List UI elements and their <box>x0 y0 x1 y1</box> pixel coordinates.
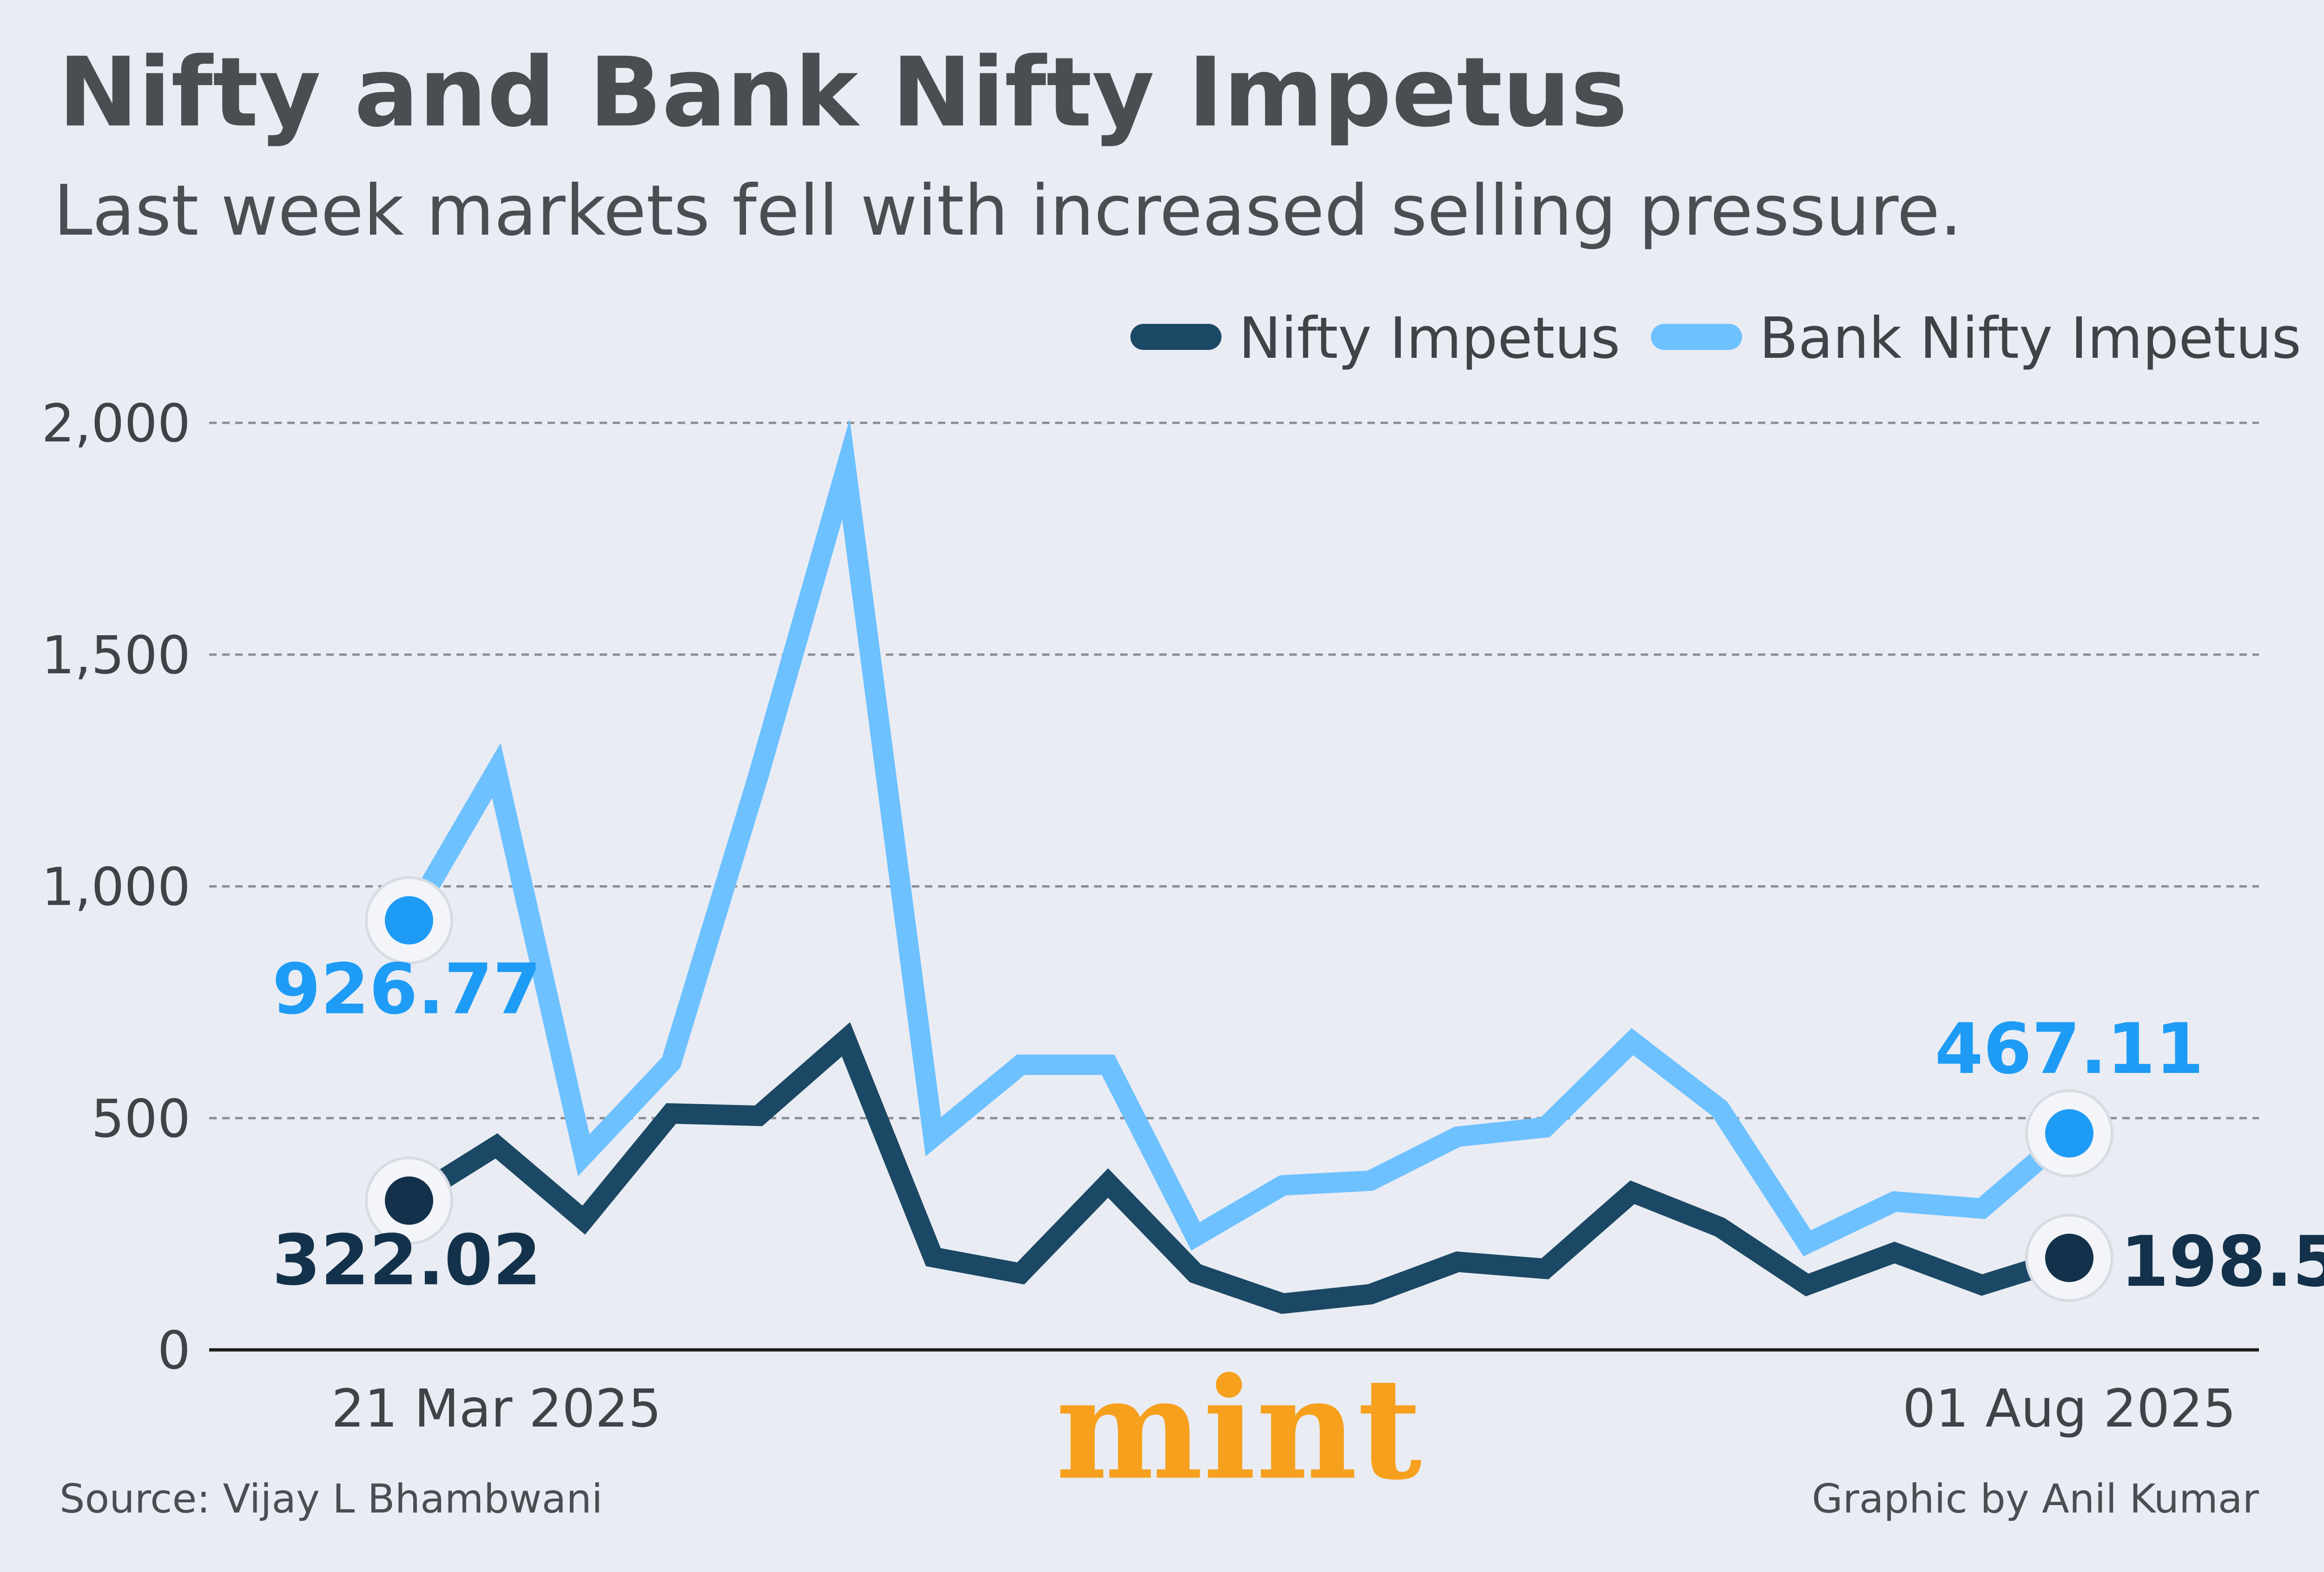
value-label-nifty: 198.54 <box>2120 1222 2324 1302</box>
chart-subtitle: Last week markets fell with increased se… <box>53 171 1962 251</box>
chart-title: Nifty and Bank Nifty Impetus <box>58 37 1628 148</box>
marker-nifty <box>2045 1233 2093 1282</box>
marker-bank-nifty <box>2045 1109 2093 1158</box>
marker-bank-nifty <box>385 896 433 945</box>
y-tick-label: 2,000 <box>41 394 191 454</box>
source-note: Source: Vijay L Bhambwani <box>59 1476 603 1522</box>
y-tick-label: 0 <box>158 1321 191 1381</box>
mint-logo: mint <box>1056 1347 1423 1511</box>
value-label-nifty: 322.02 <box>272 1220 541 1301</box>
value-label-bank-nifty: 467.11 <box>1935 1009 2204 1090</box>
marker-nifty <box>385 1176 433 1225</box>
legend-label-bank-nifty: Bank Nifty Impetus <box>1759 305 2301 371</box>
y-axis: 0 500 1,000 1,500 2,000 <box>41 394 191 1381</box>
gridlines <box>209 421 2259 1352</box>
legend-label-nifty: Nifty Impetus <box>1239 305 1620 371</box>
series-line-bank-nifty <box>400 419 2076 1256</box>
x-tick-label: 01 Aug 2025 <box>1902 1379 2236 1439</box>
y-tick-label: 1,000 <box>41 857 191 918</box>
y-tick-label: 500 <box>91 1089 191 1149</box>
data-labels: 322.02 198.54 926.77 467.11 <box>272 876 2324 1302</box>
value-label-bank-nifty: 926.77 <box>272 949 541 1030</box>
series-line-nifty <box>403 1022 2073 1314</box>
x-axis: 21 Mar 2025 01 Aug 2025 <box>331 1379 2236 1439</box>
x-tick-label: 21 Mar 2025 <box>331 1379 661 1439</box>
credit-note: Graphic by Anil Kumar <box>1812 1476 2259 1522</box>
y-tick-label: 1,500 <box>41 625 191 686</box>
legend: Nifty Impetus Bank Nifty Impetus <box>1130 305 2301 371</box>
series <box>400 419 2076 1314</box>
